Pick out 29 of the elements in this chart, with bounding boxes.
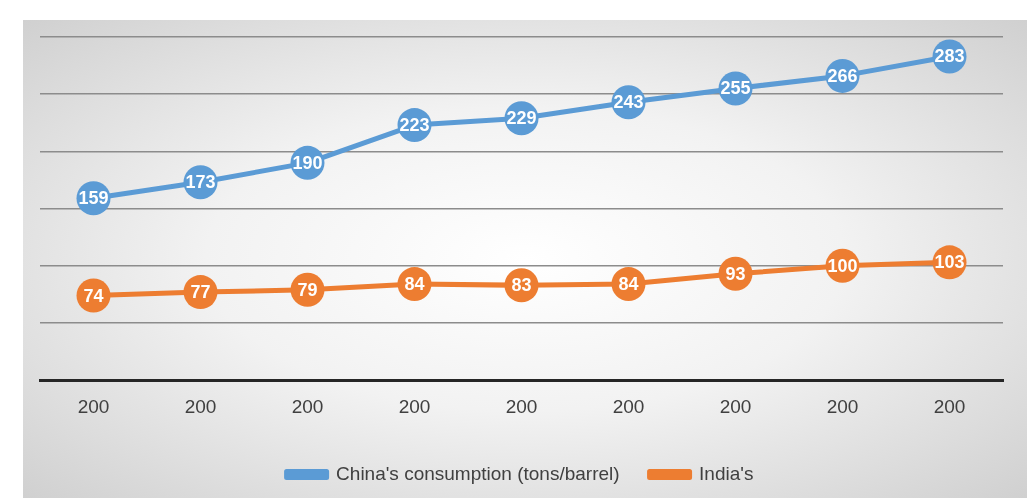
data-label: 283 [934,46,965,67]
data-label: 84 [404,274,425,295]
x-tick-label: 200 [612,395,645,417]
data-label: 173 [185,172,216,193]
x-tick-label: 200 [933,395,966,417]
data-label: 229 [506,108,537,129]
x-tick-label: 200 [398,395,431,417]
data-label: 223 [399,115,430,136]
data-label: 83 [511,275,532,296]
x-tick-label: 200 [505,395,538,417]
data-label: 79 [297,279,318,300]
data-label: 100 [827,255,858,276]
data-label: 103 [934,252,965,273]
x-tick-label: 200 [184,395,217,417]
legend-label: China's consumption (tons/barrel) [336,462,620,484]
data-label: 190 [292,152,323,173]
x-tick-label: 200 [826,395,859,417]
data-label: 74 [83,285,104,306]
data-label: 77 [190,282,211,303]
data-label: 255 [720,78,751,99]
x-tick-label: 200 [291,395,324,417]
data-label: 93 [725,263,746,284]
data-label: 243 [613,92,644,113]
data-label: 84 [618,274,639,295]
data-label: 266 [827,65,858,86]
legend-label: India's [699,462,754,484]
data-label: 159 [78,188,109,209]
x-tick-label: 200 [77,395,110,417]
x-tick-label: 200 [719,395,752,417]
